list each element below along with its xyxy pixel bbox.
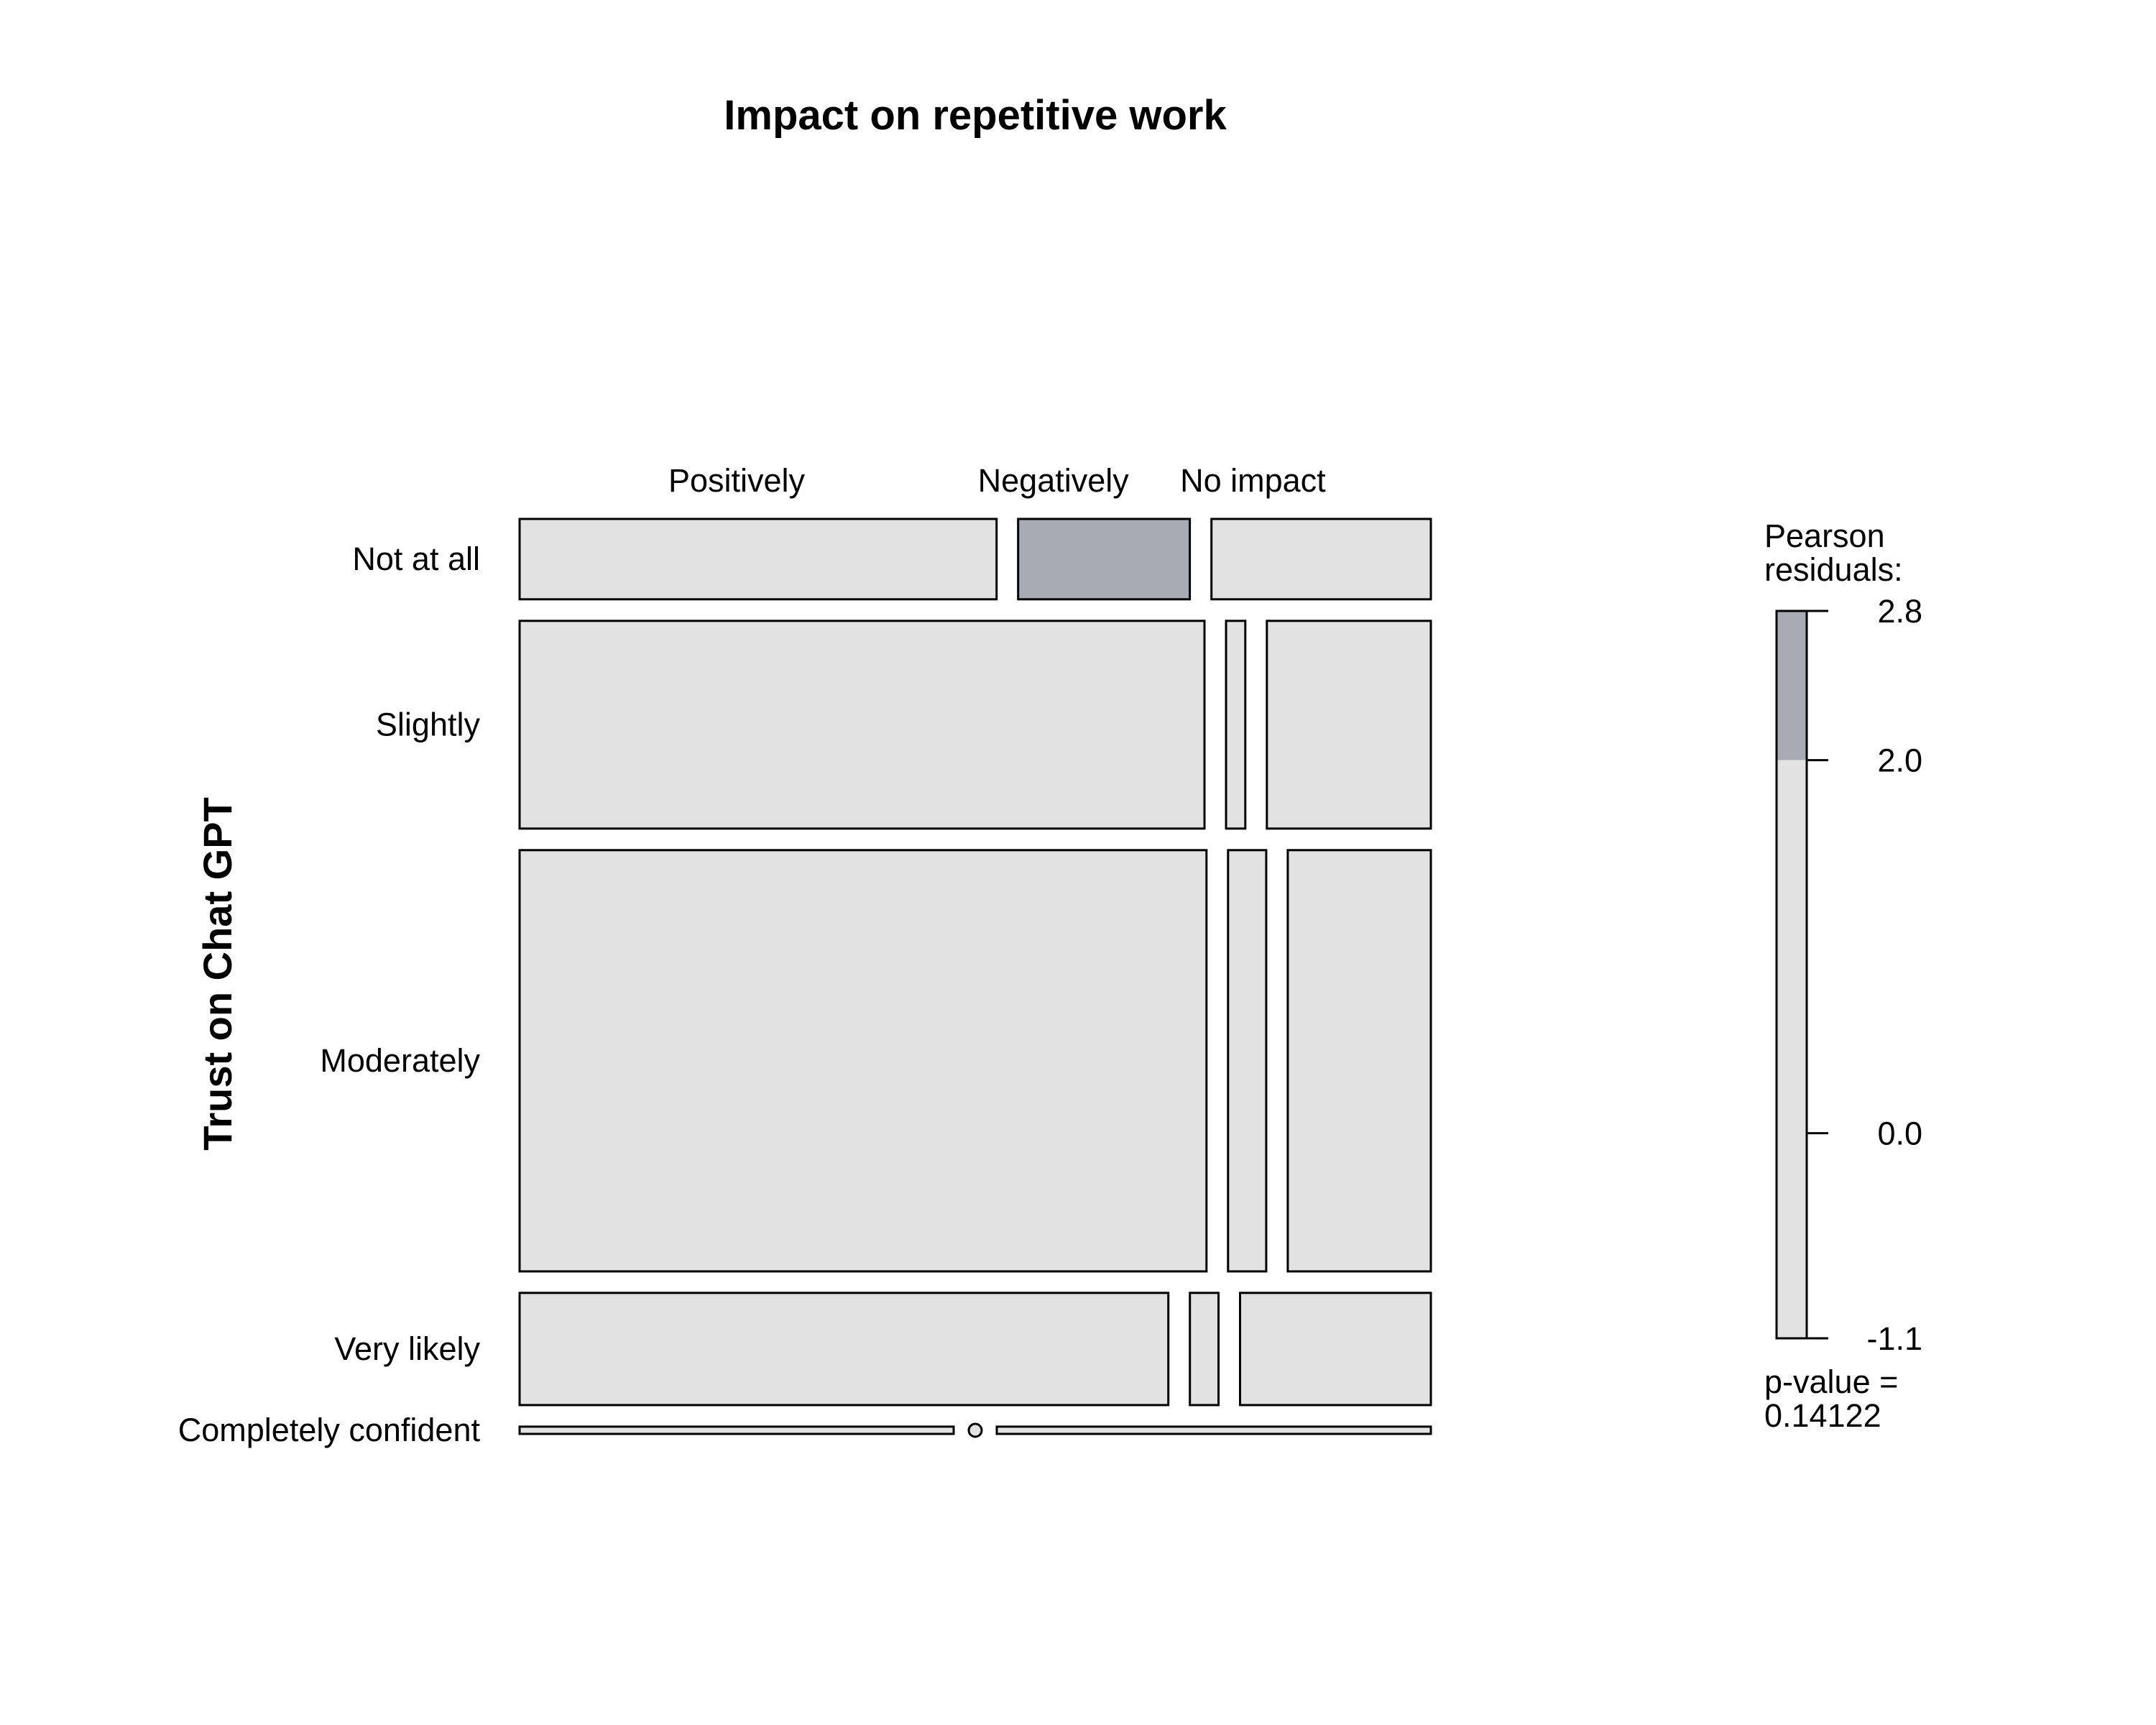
row-label: Slightly (376, 706, 481, 742)
mosaic-cell (518, 1292, 1170, 1407)
legend-tick-label: 2.0 (1877, 742, 1922, 779)
legend-color-bar (1775, 610, 1808, 1340)
pvalue-label: p-value = (1764, 1363, 1898, 1400)
mosaic-cell (995, 1425, 1432, 1435)
mosaic-cell (1286, 849, 1432, 1273)
residual-legend: Pearson residuals: 2.8 2.0 0.0 -1.1 p-value… (1764, 518, 1922, 1434)
row-label: Very likely (334, 1330, 480, 1367)
mosaic-cell-empty (967, 1422, 983, 1438)
mosaic-cell (1225, 620, 1247, 830)
mosaic-cell (1017, 518, 1192, 601)
legend-tick-label: 0.0 (1877, 1116, 1922, 1152)
column-label: Positively (668, 462, 806, 499)
legend-tick-label: -1.1 (1866, 1320, 1922, 1357)
chart-title: Impact on repetitive work (724, 92, 1227, 139)
legend-ticks: 2.8 2.0 0.0 -1.1 (1807, 593, 1922, 1357)
mosaic-cell (518, 620, 1206, 830)
legend-tick-label: 2.8 (1877, 593, 1922, 630)
mosaic-cell (1239, 1292, 1432, 1407)
column-label: No impact (1180, 462, 1326, 499)
column-label: Negatively (978, 462, 1130, 499)
row-label: Completely confident (178, 1412, 481, 1448)
mosaic-cell (1266, 620, 1432, 830)
legend-title-line1: Pearson (1764, 518, 1885, 554)
legend-shade-positive (1777, 611, 1807, 760)
row-label: Not at all (352, 540, 480, 577)
mosaic-cells (518, 518, 1432, 1438)
mosaic-cell (518, 1425, 955, 1435)
legend-title-line2: residuals: (1764, 551, 1903, 588)
column-labels: Positively Negatively No impact (668, 462, 1326, 499)
legend-bar-frame (1775, 610, 1808, 1340)
pvalue-value: 0.14122 (1764, 1397, 1881, 1434)
row-labels: Not at all Slightly Moderately Very likely C… (178, 540, 481, 1448)
mosaic-cell (518, 518, 998, 601)
row-label: Moderately (320, 1042, 480, 1079)
mosaic-cell (1189, 1292, 1220, 1407)
y-axis-title: Trust on Chat GPT (195, 797, 240, 1151)
mosaic-cell (518, 849, 1208, 1273)
mosaic-cell (1227, 849, 1268, 1273)
legend-shade-neutral (1777, 760, 1807, 1338)
mosaic-cell (1210, 518, 1432, 601)
